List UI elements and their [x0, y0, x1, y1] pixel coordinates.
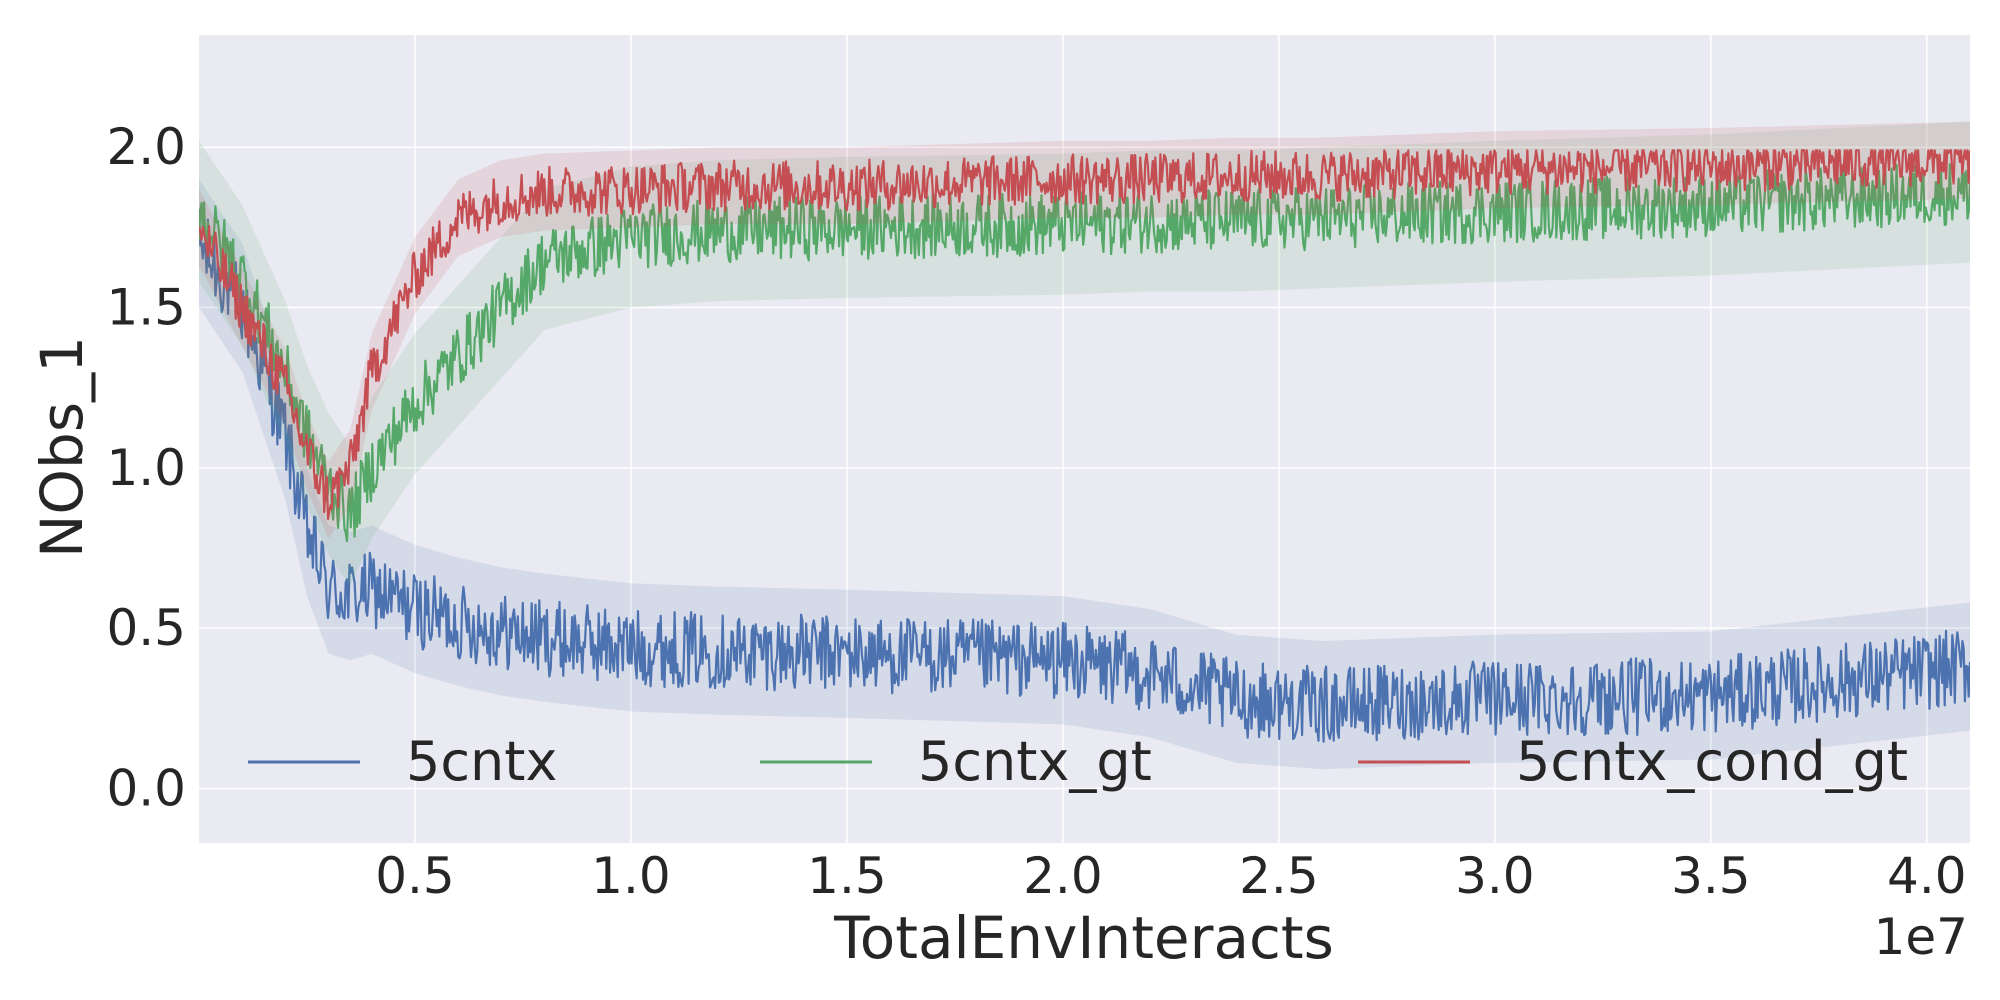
x-tick-label: 2.0: [1023, 847, 1103, 905]
x-axis-scale-label: 1e7: [1874, 908, 1968, 966]
x-tick-label: 3.0: [1455, 847, 1535, 905]
y-tick-label: 1.5: [106, 279, 186, 337]
series-line: [199, 209, 1970, 743]
x-axis-title: TotalEnvInteracts: [833, 904, 1334, 972]
y-tick-label: 0.0: [106, 759, 186, 817]
series-layer: [199, 121, 1970, 770]
x-tick-label: 4.0: [1887, 847, 1967, 905]
x-tick-label: 0.5: [375, 847, 455, 905]
x-axis-ticks: 0.5 1.0 1.5 2.0 2.5 3.0 3.5 4.0: [375, 847, 1966, 905]
series-band: [199, 179, 1970, 770]
x-tick-label: 1.5: [807, 847, 887, 905]
y-tick-label: 2.0: [106, 118, 186, 176]
legend: 5cntx 5cntx_gt 5cntx_cond_gt: [248, 730, 1908, 793]
legend-label: 5cntx_cond_gt: [1516, 730, 1908, 793]
y-axis-title: NObs_1: [28, 336, 96, 558]
legend-label: 5cntx_gt: [918, 730, 1152, 793]
x-tick-label: 1.0: [591, 847, 671, 905]
legend-label: 5cntx: [406, 730, 557, 793]
series-line: [199, 163, 1970, 543]
series-band: [199, 121, 1970, 538]
x-tick-label: 3.5: [1671, 847, 1751, 905]
y-tick-label: 1.0: [106, 439, 186, 497]
series-line: [199, 149, 1970, 521]
y-axis-ticks: 0.0 0.5 1.0 1.5 2.0: [106, 118, 186, 817]
x-tick-label: 2.5: [1239, 847, 1319, 905]
y-tick-label: 0.5: [106, 599, 186, 657]
